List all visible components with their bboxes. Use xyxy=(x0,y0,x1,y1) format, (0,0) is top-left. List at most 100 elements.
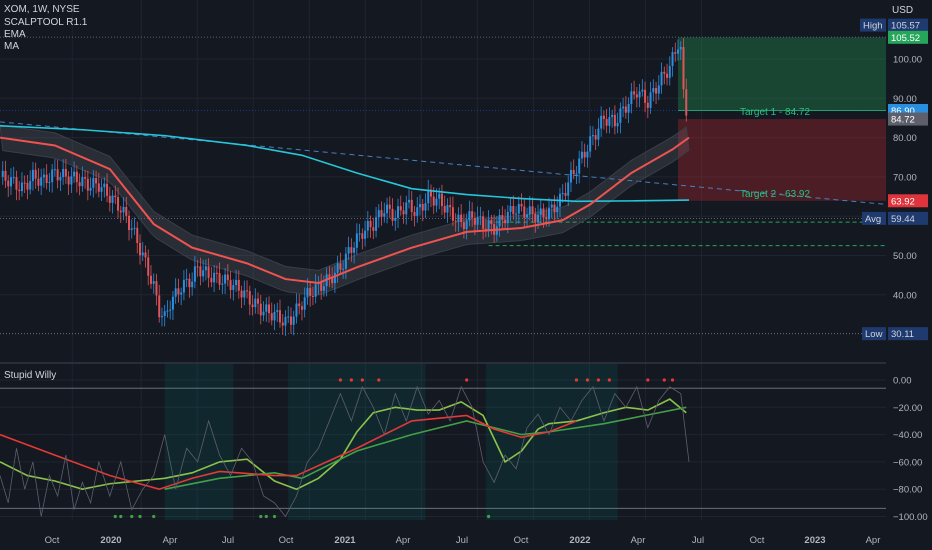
candle-body xyxy=(578,158,581,174)
candle-body xyxy=(484,228,487,230)
candle-body xyxy=(399,206,402,211)
candle-body xyxy=(446,205,449,213)
candle-body xyxy=(48,182,51,184)
candle-body xyxy=(281,322,284,326)
candle-body xyxy=(149,275,152,284)
candle-body xyxy=(251,304,254,308)
price-tick-label: 80.00 xyxy=(893,133,917,144)
candle-body xyxy=(605,119,608,126)
osc-signal-line xyxy=(0,414,577,491)
candle-body xyxy=(635,94,638,98)
time-tick-label: 2023 xyxy=(804,535,825,546)
price-tag-target1-bg xyxy=(888,112,928,126)
candle-body xyxy=(506,211,509,224)
candle-body xyxy=(59,177,62,181)
candle-body xyxy=(460,214,463,223)
candle-body xyxy=(347,247,350,254)
candle-body xyxy=(619,108,622,123)
candle-body xyxy=(26,182,29,190)
candle-body xyxy=(591,135,594,137)
candle-body xyxy=(657,85,660,94)
osc-top-marker xyxy=(465,378,469,382)
osc-bottom-marker xyxy=(130,514,134,519)
candle-body xyxy=(641,89,644,92)
candle-body xyxy=(462,222,465,230)
time-tick-label: Apr xyxy=(163,535,178,546)
candle-body xyxy=(353,247,356,253)
candle-body xyxy=(550,204,553,208)
candle-body xyxy=(152,281,155,284)
candle-body xyxy=(64,168,67,177)
price-tag-last: 86.90 xyxy=(891,106,915,117)
price-tick-label: 40.00 xyxy=(893,290,917,301)
candle-body xyxy=(520,203,523,207)
candle-body xyxy=(534,213,537,223)
candle-body xyxy=(248,291,251,305)
indicator-legend-ema[interactable]: EMA xyxy=(4,29,26,40)
candle-body xyxy=(336,263,339,273)
candle-body xyxy=(537,214,540,223)
candle-body xyxy=(191,281,194,288)
candle-body xyxy=(457,214,460,222)
candle-body xyxy=(364,230,367,239)
candle-body xyxy=(504,219,507,224)
candle-body xyxy=(454,220,457,222)
candle-body xyxy=(344,253,347,269)
osc-top-marker xyxy=(338,378,342,382)
candle-body xyxy=(682,46,685,90)
candle-body xyxy=(119,210,122,213)
candle-body xyxy=(158,295,161,318)
currency-label: USD xyxy=(892,5,913,16)
labels-layer: High 105.57 Low 30.11 Avg 59.44 105.52 86.9084.… xyxy=(740,18,928,341)
candle-body xyxy=(86,178,89,191)
indicator-legend-ma[interactable]: MA xyxy=(4,41,19,52)
time-tick-label: Oct xyxy=(279,535,294,546)
candle-body xyxy=(171,296,174,310)
candle-body xyxy=(386,204,389,214)
low-value-tag: 30.11 xyxy=(891,329,914,340)
candle-body xyxy=(303,297,306,310)
candle-body xyxy=(237,279,240,291)
candle-body xyxy=(103,183,106,188)
candle-body xyxy=(268,304,271,314)
indicator-legend-scalptool[interactable]: SCALPTOOL R1.1 xyxy=(4,17,88,28)
candle-body xyxy=(479,216,482,218)
osc-grid xyxy=(0,379,886,517)
time-tick-label: 2020 xyxy=(100,535,121,546)
candle-body xyxy=(287,316,290,318)
avg-tag-bg xyxy=(862,211,886,225)
candle-body xyxy=(652,88,655,93)
candle-body xyxy=(473,217,476,225)
candle-body xyxy=(372,227,375,231)
candle-body xyxy=(229,280,232,291)
candle-body xyxy=(136,227,139,243)
osc-top-marker xyxy=(360,378,364,382)
candle-body xyxy=(361,233,364,239)
candle-body xyxy=(218,273,221,285)
price-tick-label: 50.00 xyxy=(893,251,917,262)
high-value-tag: 105.57 xyxy=(891,21,920,32)
candle-body xyxy=(9,177,12,187)
symbol-legend[interactable]: XOM, 1W, NYSE xyxy=(4,4,80,15)
candle-body xyxy=(92,178,95,188)
low-tag-bg xyxy=(862,327,886,341)
candle-body xyxy=(295,303,298,317)
low-tag: Low xyxy=(865,329,883,340)
candle-body xyxy=(53,169,56,171)
candle-body xyxy=(15,177,18,190)
candle-body xyxy=(679,46,682,50)
candle-body xyxy=(174,288,177,297)
osc-tick-label: −60.00 xyxy=(893,457,922,468)
loss-zone xyxy=(678,119,886,201)
candle-body xyxy=(418,204,421,208)
candle-body xyxy=(108,195,111,203)
candle-body xyxy=(106,183,109,196)
candle-body xyxy=(556,206,559,213)
candle-body xyxy=(468,211,471,221)
osc-layer xyxy=(0,363,690,520)
candle-body xyxy=(674,52,677,54)
candle-body xyxy=(624,106,627,113)
profit-zone xyxy=(678,37,886,111)
candle-body xyxy=(613,114,616,127)
